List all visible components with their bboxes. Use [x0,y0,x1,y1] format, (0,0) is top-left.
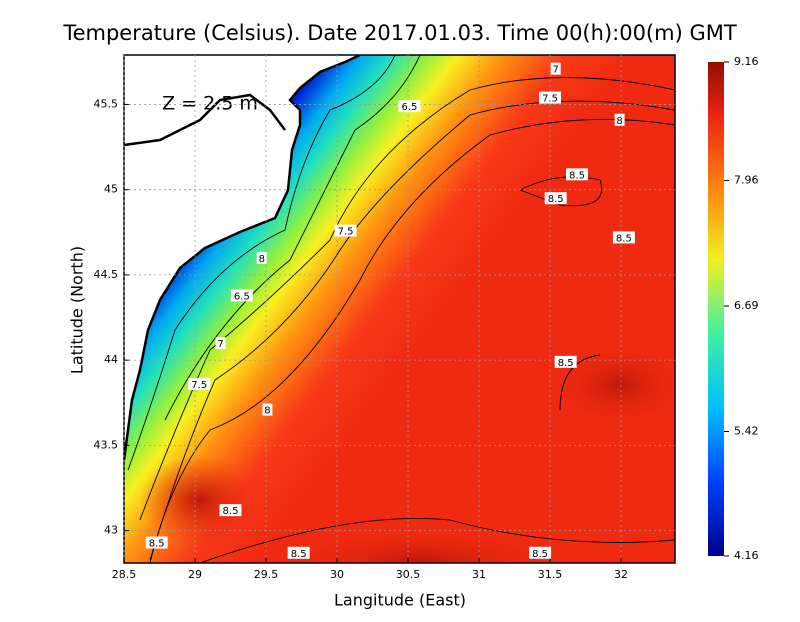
x-tick-label: 30.5 [396,568,421,581]
contour-label-box [544,192,567,205]
x-tick-label: 30 [330,568,344,581]
contour-label-box [215,337,226,350]
contour-label-box [188,378,211,391]
colorbar-label: 4.16 [734,549,759,562]
contour-label-box [145,536,168,549]
contour-label: 7.5 [542,94,558,105]
contour-label: 8.5 [558,358,574,369]
contour-label-box [550,62,561,75]
y-tick-label: 43.5 [94,438,119,451]
contour-label: 8 [616,116,622,127]
contour-label-box [287,546,310,559]
colorbar-label: 6.69 [734,299,759,312]
colorbar-label: 9.16 [734,55,759,68]
contour-label-box [256,251,267,264]
contour-label-box [398,100,421,113]
x-tick-label: 28.5 [112,568,137,581]
contour-label: 8.5 [569,170,585,181]
x-tick-label: 32 [614,568,628,581]
x-tick-label: 31 [472,568,486,581]
contour-label: 8.5 [149,539,165,550]
colorbar-label: 5.42 [734,425,759,438]
contour-label: 6.5 [401,102,417,113]
contour-label-box [219,504,242,517]
contour-label-box [262,403,273,416]
y-tick-label: 44 [104,353,118,366]
contour-label-box [230,289,253,302]
contour-label-box [566,168,589,181]
contour-label: 7.5 [338,227,354,238]
contour-label: 8.5 [532,549,548,560]
contour-label: 7.5 [191,380,207,391]
x-tick-label: 31.5 [538,568,563,581]
colorbar [708,62,724,556]
x-tick-label: 29.5 [254,568,279,581]
x-axis-label: Langitude (East) [334,591,466,610]
y-tick-label: 45.5 [94,97,119,110]
contour-label: 8.5 [291,549,307,560]
contour-label: 7 [217,339,223,350]
contour-label: 8.5 [548,194,564,205]
colorbar-label: 7.96 [734,174,759,187]
contour-label: 7 [553,65,559,76]
contour-label: 8.5 [223,506,239,517]
y-tick-label: 43 [104,524,118,537]
contour-label-box [554,355,577,368]
y-tick-label: 45 [104,183,118,196]
contour-label: 8 [264,406,270,417]
contour-label-box [612,231,635,244]
contour-label-box [529,546,552,559]
field [124,55,675,563]
contour-label: 6.5 [234,291,250,302]
annotation: Z = 2.5 m [162,93,258,115]
contour-label: 8 [259,254,265,265]
contour-label-box [539,91,562,104]
y-tick-label: 44.5 [94,268,119,281]
chart-title: Temperature (Celsius). Date 2017.01.03. … [62,21,737,45]
y-axis-label: Latitude (North) [68,246,87,374]
contour-label-box [334,224,357,237]
contour-label-box [614,113,625,126]
x-tick-label: 29 [188,568,202,581]
contour-label: 8.5 [616,233,632,244]
